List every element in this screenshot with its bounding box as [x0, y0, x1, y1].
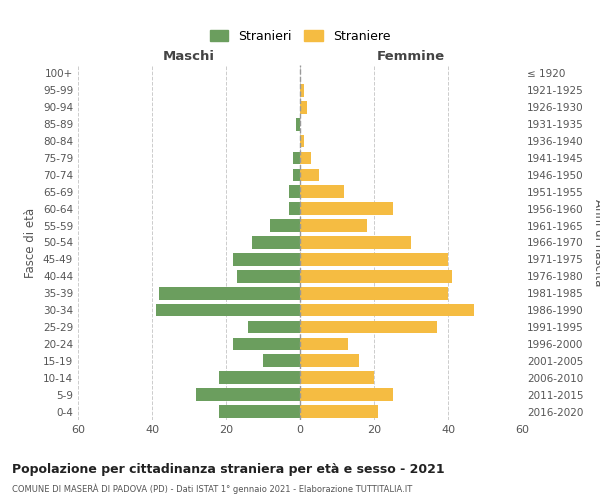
Bar: [156, 304, 300, 316]
Bar: [300, 152, 311, 164]
Bar: [300, 186, 344, 198]
Legend: Stranieri, Straniere: Stranieri, Straniere: [205, 25, 395, 48]
Bar: [218, 405, 300, 418]
Bar: [218, 372, 300, 384]
Bar: [300, 354, 359, 367]
Bar: [233, 253, 300, 266]
Bar: [289, 202, 300, 215]
Bar: [300, 134, 304, 147]
Bar: [300, 253, 448, 266]
Bar: [300, 405, 378, 418]
Text: Maschi: Maschi: [163, 50, 215, 64]
Bar: [300, 372, 374, 384]
Y-axis label: Fasce di età: Fasce di età: [25, 208, 37, 278]
Bar: [300, 202, 392, 215]
Bar: [196, 388, 300, 401]
Bar: [300, 287, 448, 300]
Bar: [296, 118, 300, 130]
Bar: [263, 354, 300, 367]
Bar: [271, 220, 300, 232]
Text: Femmine: Femmine: [377, 50, 445, 64]
Bar: [300, 270, 452, 282]
Bar: [160, 287, 300, 300]
Bar: [289, 186, 300, 198]
Bar: [300, 304, 474, 316]
Bar: [300, 84, 304, 96]
Bar: [300, 338, 348, 350]
Text: Popolazione per cittadinanza straniera per età e sesso - 2021: Popolazione per cittadinanza straniera p…: [12, 462, 445, 475]
Text: COMUNE DI MASERÀ DI PADOVA (PD) - Dati ISTAT 1° gennaio 2021 - Elaborazione TUTT: COMUNE DI MASERÀ DI PADOVA (PD) - Dati I…: [12, 484, 412, 494]
Bar: [237, 270, 300, 282]
Y-axis label: Anni di nascita: Anni di nascita: [592, 199, 600, 286]
Bar: [293, 168, 300, 181]
Bar: [300, 320, 437, 334]
Bar: [248, 320, 300, 334]
Bar: [252, 236, 300, 249]
Bar: [233, 338, 300, 350]
Bar: [300, 220, 367, 232]
Bar: [300, 101, 307, 114]
Bar: [293, 152, 300, 164]
Bar: [300, 236, 411, 249]
Bar: [300, 388, 392, 401]
Bar: [300, 168, 319, 181]
